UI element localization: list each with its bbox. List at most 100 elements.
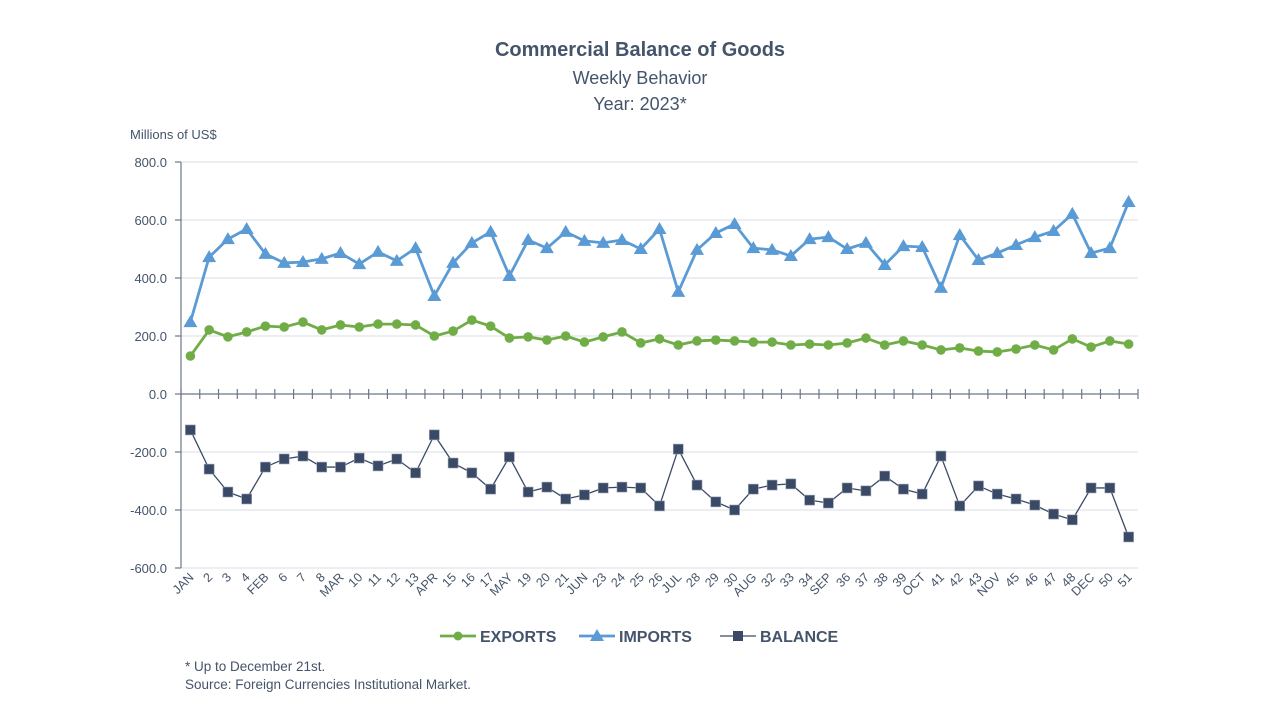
imports-point: [389, 253, 404, 266]
y-axis-label: Millions of US$: [130, 127, 217, 142]
x-tick-label: FEB: [244, 570, 271, 597]
balance-point: [316, 461, 328, 473]
legend-label: IMPORTS: [619, 629, 692, 646]
axes: [175, 161, 1139, 569]
x-tick-label: NOV: [974, 570, 1004, 600]
balance-point: [203, 463, 215, 475]
balance-point: [710, 496, 722, 508]
balance-point: [504, 451, 515, 463]
balance-point: [898, 483, 909, 495]
exports-point: [1086, 342, 1096, 352]
exports-point: [973, 346, 984, 356]
legend-label: BALANCE: [760, 629, 839, 646]
exports-point: [1048, 345, 1059, 355]
legend-item-imports: IMPORTS: [579, 629, 692, 646]
x-tick-label: MAY: [487, 570, 516, 599]
legend-label: EXPORTS: [480, 629, 557, 646]
imports-point: [558, 224, 573, 237]
footnote-date: * Up to December 21st.: [185, 659, 325, 674]
balance-point: [879, 470, 890, 482]
exports-point: [861, 333, 871, 343]
balance-point: [654, 500, 665, 512]
exports-point: [335, 320, 346, 330]
exports-point: [467, 315, 477, 325]
exports-point: [542, 335, 552, 345]
x-tick-label: 19: [515, 570, 535, 590]
balance-point: [335, 461, 346, 473]
balance-point: [954, 500, 966, 512]
balance-point: [391, 453, 403, 465]
imports-point: [521, 233, 536, 246]
series: [183, 195, 1136, 543]
exports-point: [298, 317, 308, 327]
exports-point: [485, 321, 496, 331]
imports-point: [427, 288, 442, 301]
exports-point: [241, 327, 252, 337]
imports-point: [1084, 246, 1099, 259]
imports-point: [915, 239, 930, 252]
x-tick-label: 32: [758, 570, 778, 590]
footnote-source: Source: Foreign Currencies Institutional…: [185, 677, 471, 692]
imports-point: [539, 241, 554, 254]
balance-point: [635, 482, 647, 494]
imports-point: [314, 251, 329, 264]
balance-point: [766, 479, 778, 491]
x-tick-label: APR: [412, 570, 440, 598]
balance-point: [748, 483, 759, 495]
imports-point: [220, 232, 235, 245]
exports-point: [748, 337, 759, 347]
imports-point: [277, 255, 292, 268]
balance-point: [991, 488, 1003, 500]
exports-point: [823, 340, 834, 350]
exports-point: [260, 321, 271, 331]
x-tick-label: 37: [852, 570, 872, 590]
balance-point: [541, 481, 553, 493]
exports-point: [279, 322, 290, 332]
legend-item-balance: BALANCE: [720, 629, 839, 646]
imports-point: [183, 315, 198, 328]
exports-point: [223, 332, 233, 342]
imports-point: [464, 235, 479, 248]
imports-point: [446, 255, 461, 268]
imports-point: [577, 233, 592, 246]
x-tick-label: 28: [683, 570, 703, 590]
imports-point: [821, 230, 836, 243]
x-tick-label: 42: [946, 570, 966, 590]
x-tick-label: OCT: [900, 570, 929, 599]
imports-point: [1065, 206, 1080, 219]
exports-point: [692, 336, 702, 346]
exports-point: [1011, 344, 1021, 354]
y-tick-label: 800.0: [134, 155, 167, 170]
x-tick-label: JAN: [170, 570, 197, 597]
exports-point: [710, 335, 721, 345]
x-tick-label: 16: [458, 570, 478, 590]
exports-point: [654, 334, 665, 344]
imports-point: [596, 235, 611, 248]
exports-point: [767, 337, 777, 347]
imports-point: [371, 244, 386, 257]
exports-point: [373, 319, 383, 329]
x-tick-label: 2: [200, 570, 215, 585]
imports-point: [333, 246, 348, 259]
imports-point: [502, 268, 517, 281]
y-tick-label: 400.0: [134, 271, 167, 286]
imports-point: [483, 224, 498, 237]
balance-point: [1029, 499, 1041, 511]
balance-point: [372, 460, 384, 472]
exports-point: [729, 336, 740, 346]
imports-point: [1121, 195, 1136, 208]
imports-point: [671, 284, 686, 297]
imports-point: [690, 242, 705, 255]
y-tick-label: -600.0: [130, 561, 167, 576]
balance-point: [785, 478, 797, 490]
imports-point: [1046, 224, 1061, 237]
balance-point: [297, 450, 309, 462]
imports-point: [971, 253, 986, 266]
balance-point: [616, 481, 628, 493]
imports-point: [765, 242, 780, 255]
balance-point: [1123, 531, 1134, 543]
chart-year-label: Year: 2023*: [593, 94, 686, 114]
imports-point: [802, 232, 817, 245]
